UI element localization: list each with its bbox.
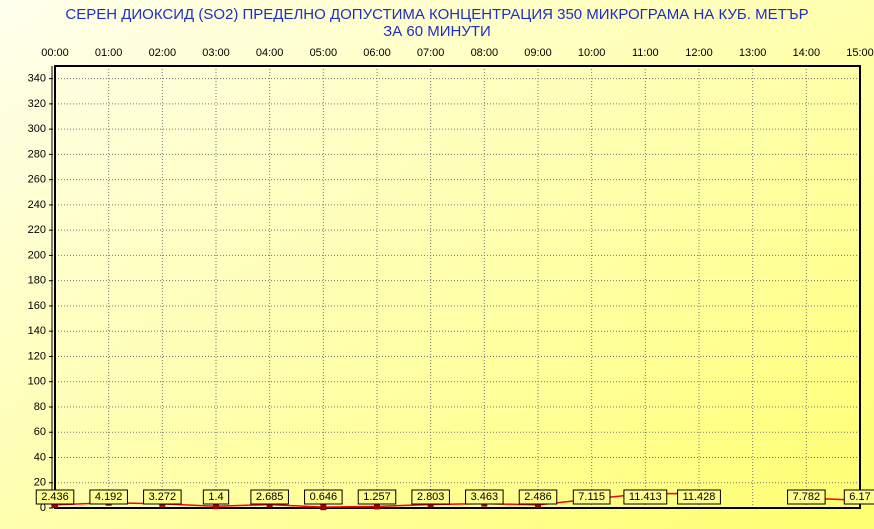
data-label-box bbox=[677, 489, 721, 505]
y-tick-label: 220 bbox=[28, 224, 46, 236]
x-tick-label: 00:00 bbox=[41, 47, 69, 59]
data-label-box bbox=[518, 489, 558, 505]
data-label-text: 1.257 bbox=[363, 491, 391, 503]
y-tick-label: 60 bbox=[34, 426, 46, 438]
y-tick-label: 260 bbox=[28, 174, 46, 186]
data-label-box bbox=[465, 489, 504, 505]
data-label: 7.782 bbox=[787, 489, 826, 505]
y-tick-label: 280 bbox=[28, 148, 46, 160]
y-tick-label: 80 bbox=[34, 401, 46, 413]
y-tick-label: 120 bbox=[28, 350, 46, 362]
data-label-text: 2.685 bbox=[256, 491, 284, 503]
x-tick-label: 15:00 bbox=[846, 47, 874, 59]
data-label-text: 7.115 bbox=[578, 491, 605, 503]
point-marker bbox=[213, 503, 219, 510]
point-marker bbox=[52, 501, 58, 508]
data-label-box bbox=[250, 489, 289, 505]
data-label: 11.413 bbox=[623, 489, 668, 505]
x-tick-label: 07:00 bbox=[417, 47, 445, 59]
data-label-box bbox=[572, 489, 611, 505]
data-label-text: 0.646 bbox=[310, 491, 338, 503]
point-marker bbox=[320, 504, 327, 511]
y-tick-label: 320 bbox=[28, 98, 46, 110]
data-label-box bbox=[35, 489, 75, 505]
data-label-box bbox=[411, 489, 450, 505]
data-label: 3.272 bbox=[143, 489, 182, 505]
data-label: 7.115 bbox=[572, 489, 611, 505]
plot-border bbox=[54, 65, 861, 509]
y-tick-label: 20 bbox=[34, 477, 46, 489]
data-label: 2.803 bbox=[411, 489, 450, 505]
x-tick-label: 06:00 bbox=[363, 47, 391, 59]
x-tick-label: 09:00 bbox=[524, 47, 552, 59]
chart-subtitle: ЗА 60 МИНУТИ bbox=[383, 23, 491, 40]
data-label: 2.436 bbox=[35, 489, 75, 505]
data-label-box bbox=[304, 489, 343, 505]
data-label-text: 3.272 bbox=[149, 491, 177, 503]
point-marker bbox=[266, 501, 273, 508]
x-tick-label: 04:00 bbox=[256, 47, 284, 59]
y-tick-label: 160 bbox=[28, 300, 46, 312]
x-tick-label: 10:00 bbox=[578, 47, 606, 59]
y-tick-label: 40 bbox=[34, 451, 46, 463]
data-label-text: 7.782 bbox=[793, 491, 821, 503]
x-tick-label: 03:00 bbox=[202, 47, 230, 59]
y-tick-label: 180 bbox=[28, 275, 46, 287]
data-label: 1.4 bbox=[202, 489, 230, 505]
data-label-box bbox=[357, 489, 397, 505]
x-tick-label: 05:00 bbox=[310, 47, 338, 59]
data-label-box bbox=[202, 489, 230, 505]
data-label-text: 11.413 bbox=[629, 491, 662, 503]
y-tick-label: 100 bbox=[28, 376, 46, 388]
y-tick-label: 300 bbox=[28, 123, 46, 135]
chart-title: СЕРЕН ДИОКСИД (SO2) ПРЕДЕЛНО ДОПУСТИМА К… bbox=[65, 6, 808, 23]
data-label-box bbox=[143, 489, 182, 505]
data-label: 11.428 bbox=[677, 489, 721, 505]
data-label: 4.192 bbox=[89, 489, 128, 505]
y-tick-label: 340 bbox=[28, 73, 46, 85]
data-label: 3.463 bbox=[465, 489, 504, 505]
data-label-text: 6.17 bbox=[849, 491, 870, 503]
x-tick-label: 08:00 bbox=[471, 47, 499, 59]
point-marker bbox=[374, 503, 380, 510]
y-tick-label: 140 bbox=[28, 325, 46, 337]
data-label-box bbox=[89, 489, 128, 505]
data-label: 1.257 bbox=[357, 489, 397, 505]
data-label-text: 3.463 bbox=[471, 491, 499, 503]
data-label: 2.486 bbox=[518, 489, 558, 505]
x-tick-label: 02:00 bbox=[149, 47, 177, 59]
y-tick-label: 240 bbox=[28, 199, 46, 211]
data-label: 6.17 bbox=[843, 489, 874, 505]
data-label-text: 4.192 bbox=[95, 491, 123, 503]
data-label-text: 11.428 bbox=[683, 491, 716, 503]
x-tick-label: 12:00 bbox=[685, 47, 713, 59]
x-tick-label: 14:00 bbox=[793, 47, 821, 59]
x-tick-label: 11:00 bbox=[632, 47, 659, 59]
y-tick-label: 0 bbox=[40, 502, 46, 514]
data-label-text: 1.4 bbox=[208, 491, 223, 503]
data-label: 2.685 bbox=[250, 489, 289, 505]
point-marker bbox=[535, 501, 541, 508]
y-tick-label: 200 bbox=[28, 249, 46, 261]
x-tick-label: 13:00 bbox=[739, 47, 767, 59]
x-tick-label: 01:00 bbox=[95, 47, 123, 59]
data-label-text: 2.803 bbox=[417, 491, 445, 503]
data-label-box bbox=[787, 489, 826, 505]
data-label-box bbox=[623, 489, 668, 505]
data-label: 0.646 bbox=[304, 489, 343, 505]
data-label-text: 2.486 bbox=[524, 491, 552, 503]
data-label-text: 2.436 bbox=[41, 491, 69, 503]
data-label-box bbox=[843, 489, 874, 505]
